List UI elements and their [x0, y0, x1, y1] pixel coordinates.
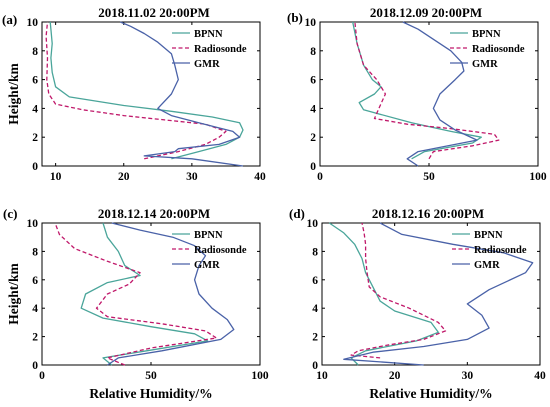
series-line-bpnn [49, 21, 244, 160]
y-tick-label: 6 [312, 275, 318, 287]
series-line-radiosonde [45, 21, 227, 160]
x-tick-label: 10 [50, 171, 62, 183]
legend: BPNN Radiosonde GMR [172, 230, 247, 271]
x-tick-label: 30 [186, 171, 198, 183]
series-line-bpnn [80, 222, 209, 366]
series-line-radiosonde [54, 222, 218, 366]
y-tick-label: 8 [32, 246, 38, 258]
series-line-radiosonde [350, 222, 447, 359]
y-tick-label: 2 [312, 332, 318, 344]
series-line-gmr [343, 222, 534, 366]
y-tick-label: 8 [32, 46, 38, 58]
legend-label: BPNN [472, 29, 501, 40]
y-axis-label: Height/km [6, 263, 21, 325]
y-tick-label: 6 [32, 275, 38, 287]
legend-label: BPNN [194, 230, 223, 241]
y-tick-label: 4 [312, 303, 318, 315]
legend-label: Radiosonde [474, 245, 527, 256]
series-line-radiosonde [354, 21, 500, 160]
x-tick-label: 20 [389, 370, 401, 382]
y-tick-label: 0 [312, 360, 318, 372]
legend-label: GMR [474, 260, 500, 271]
legend-label: GMR [472, 59, 498, 70]
series-line-gmr [120, 21, 244, 167]
chart-panel-4: 10 20 30 40 0 2 4 6 8 10 2018.12.16 20:00PM (d) Rela… [289, 206, 546, 401]
series-line-gmr [402, 21, 478, 167]
x-axis-label: Relative Humidity/% [369, 386, 492, 401]
chart-panel-2: 0 50 100 0 2 4 6 8 10 2018.12.09 20:00PM (b) BPNN Ra… [287, 5, 547, 183]
y-tick-label: 8 [312, 246, 318, 258]
y-tick-label: 0 [32, 161, 38, 173]
legend-label: BPNN [194, 29, 223, 40]
x-tick-label: 0 [39, 370, 45, 382]
plot-frame [41, 21, 261, 167]
series-line-bpnn [352, 21, 482, 160]
x-tick-label: 10 [316, 370, 328, 382]
legend-label: Radiosonde [194, 44, 247, 55]
plot-frame [321, 222, 541, 366]
y-tick-label: 2 [32, 132, 38, 144]
y-tick-label: 10 [27, 17, 39, 29]
x-tick-label: 30 [462, 370, 474, 382]
legend: BPNN Radiosonde GMR [452, 230, 527, 271]
x-tick-label: 100 [251, 370, 269, 382]
panel-label: (b) [287, 10, 303, 25]
y-tick-label: 0 [310, 161, 316, 173]
legend-label: Radiosonde [194, 245, 247, 256]
x-axis-label: Relative Humidity/% [89, 386, 212, 401]
chart-title: 2018.12.16 20:00PM [372, 206, 484, 221]
panel-label: (c) [3, 206, 17, 221]
y-axis-label: Height/km [6, 63, 21, 125]
y-tick-label: 6 [310, 75, 316, 87]
series-line-bpnn [328, 222, 439, 366]
legend-label: GMR [194, 59, 220, 70]
panel-label: (a) [2, 12, 17, 27]
chart-title: 2018.11.02 20:00PM [98, 5, 210, 20]
chart-title: 2018.12.14 20:00PM [98, 206, 210, 221]
x-tick-label: 50 [145, 370, 157, 382]
legend: BPNN Radiosonde GMR [172, 29, 247, 70]
y-tick-label: 4 [310, 103, 316, 115]
y-tick-label: 10 [305, 17, 317, 29]
x-tick-label: 40 [254, 171, 266, 183]
y-tick-label: 2 [310, 132, 316, 144]
y-tick-label: 10 [307, 218, 319, 230]
x-tick-label: 40 [534, 370, 546, 382]
legend-label: Radiosonde [472, 44, 525, 55]
y-tick-label: 10 [27, 218, 39, 230]
x-tick-label: 50 [423, 171, 435, 183]
series-line-gmr [107, 222, 235, 366]
legend-label: GMR [194, 260, 220, 271]
y-tick-label: 2 [32, 332, 38, 344]
x-tick-label: 20 [118, 171, 130, 183]
x-tick-label: 100 [529, 171, 547, 183]
y-tick-label: 6 [32, 75, 38, 87]
chart-panel-3: 0 50 100 0 2 4 6 8 10 2018.12.14 20:00PM (c) Height… [3, 206, 269, 401]
legend-label: BPNN [474, 230, 503, 241]
chart-title: 2018.12.09 20:00PM [370, 5, 482, 20]
y-tick-label: 0 [32, 360, 38, 372]
chart-panel-1: 10 20 30 40 0 2 4 6 8 10 2018.11.02 20:00PM (a) Heig… [2, 5, 266, 183]
panel-label: (d) [289, 206, 305, 221]
y-tick-label: 4 [32, 303, 38, 315]
y-tick-label: 8 [310, 46, 316, 58]
legend: BPNN Radiosonde GMR [450, 29, 525, 70]
x-tick-label: 0 [317, 171, 323, 183]
y-tick-label: 4 [32, 103, 38, 115]
